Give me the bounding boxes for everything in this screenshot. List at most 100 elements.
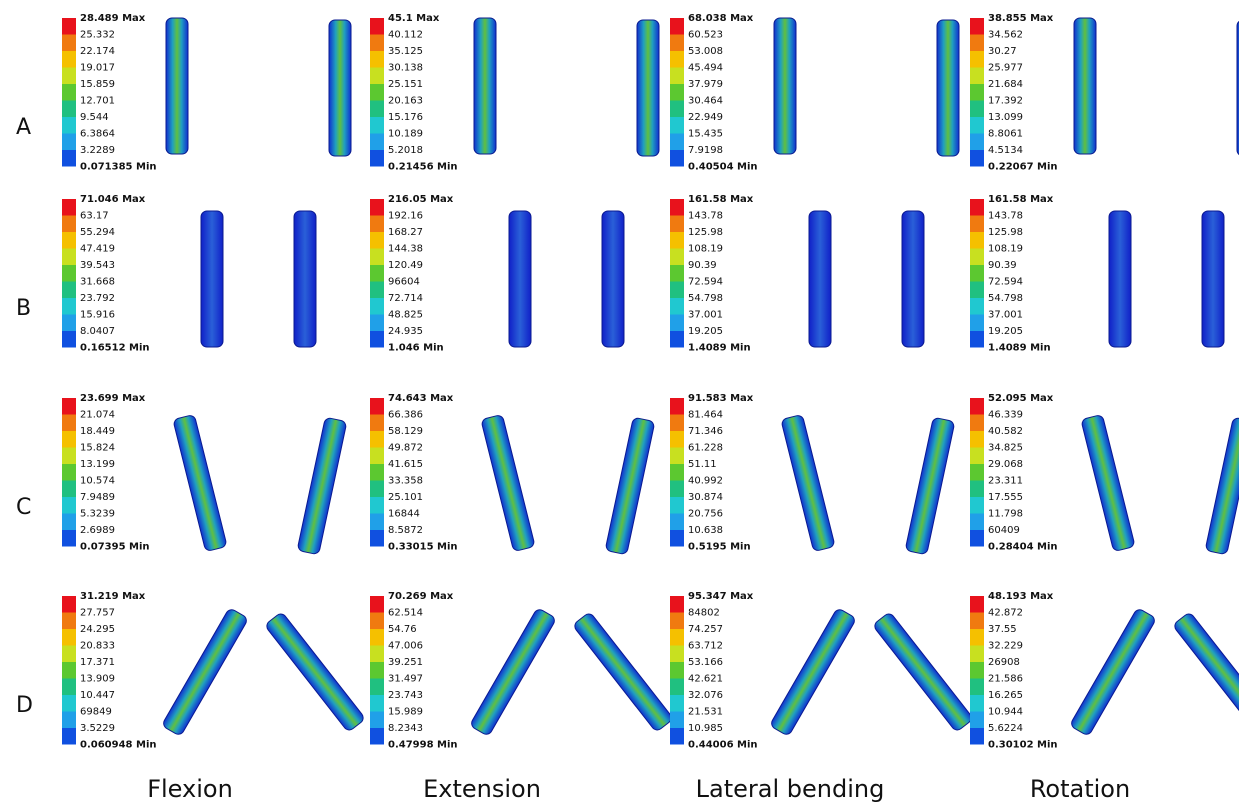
- legend-swatch: [62, 514, 76, 531]
- rod: [297, 417, 347, 555]
- legend-label: 0.40504 Min: [688, 162, 758, 173]
- legend-label: 63.17: [80, 211, 109, 222]
- legend-label: 24.935: [388, 326, 423, 337]
- legend-label: 47.419: [80, 244, 115, 255]
- legend-swatch: [62, 265, 76, 282]
- legend-label: 63.712: [688, 641, 723, 652]
- legend-label: 42.872: [988, 608, 1023, 619]
- legend-label: 32.076: [688, 690, 723, 701]
- row-label: D: [16, 693, 33, 718]
- legend-swatch: [370, 398, 384, 415]
- legend-label: 8.8061: [988, 129, 1023, 140]
- legend-label: 60409: [988, 525, 1020, 536]
- column-title: Lateral bending: [696, 775, 885, 803]
- legend-swatch: [62, 431, 76, 448]
- legend-label: 69849: [80, 707, 112, 718]
- legend-swatch: [970, 101, 984, 118]
- rod: [872, 612, 973, 733]
- legend-label: 81.464: [688, 410, 723, 421]
- legend-swatch: [970, 481, 984, 498]
- legend-label: 5.2018: [388, 145, 423, 156]
- legend-swatch: [370, 51, 384, 68]
- legend-swatch: [62, 629, 76, 646]
- legend-swatch: [670, 249, 684, 266]
- legend-label: 0.22067 Min: [988, 162, 1058, 173]
- legend-label: 23.792: [80, 293, 115, 304]
- legend-label: 45.1 Max: [388, 13, 440, 24]
- legend-swatch: [62, 530, 76, 547]
- legend-swatch: [970, 249, 984, 266]
- legend-label: 70.269 Max: [388, 591, 454, 602]
- legend-label: 21.586: [988, 674, 1023, 685]
- legend-swatch: [670, 728, 684, 745]
- legend-label: 68.038 Max: [688, 13, 754, 24]
- legend-swatch: [62, 448, 76, 465]
- legend-swatch: [670, 481, 684, 498]
- legend-swatch: [370, 68, 384, 85]
- legend-swatch: [670, 298, 684, 315]
- legend-label: 28.489 Max: [80, 13, 146, 24]
- legend-swatch: [970, 629, 984, 646]
- legend-swatch: [970, 415, 984, 432]
- legend-swatch: [370, 298, 384, 315]
- legend-label: 17.371: [80, 657, 115, 668]
- legend-swatch: [670, 530, 684, 547]
- legend-swatch: [970, 448, 984, 465]
- legend-swatch: [62, 613, 76, 630]
- legend-swatch: [970, 298, 984, 315]
- legend-swatch: [970, 331, 984, 348]
- legend-swatch: [970, 596, 984, 613]
- legend-label: 168.27: [388, 227, 423, 238]
- legend-label: 30.27: [988, 46, 1017, 57]
- legend-label: 161.58 Max: [988, 194, 1054, 205]
- legend-label: 39.251: [388, 657, 423, 668]
- rod: [173, 414, 227, 551]
- legend-swatch: [970, 315, 984, 332]
- legend-swatch: [62, 249, 76, 266]
- legend-label: 51.11: [688, 459, 717, 470]
- legend-swatch: [970, 398, 984, 415]
- legend-label: 18.449: [80, 426, 115, 437]
- legend-swatch: [670, 216, 684, 233]
- legend-swatch: [62, 18, 76, 35]
- legend-swatch: [670, 150, 684, 167]
- rod: [469, 608, 556, 737]
- legend-swatch: [970, 51, 984, 68]
- legend-label: 10.985: [688, 723, 723, 734]
- rod: [1074, 18, 1096, 154]
- legend-label: 3.2289: [80, 145, 115, 156]
- legend-swatch: [62, 68, 76, 85]
- legend-swatch: [970, 232, 984, 249]
- legend-label: 0.21456 Min: [388, 162, 458, 173]
- legend-swatch: [370, 662, 384, 679]
- legend-label: 20.756: [688, 509, 723, 520]
- rod: [769, 608, 856, 737]
- legend-label: 13.909: [80, 674, 115, 685]
- legend-label: 39.543: [80, 260, 115, 271]
- legend-label: 15.916: [80, 310, 115, 321]
- legend-label: 40.112: [388, 30, 423, 41]
- legend-swatch: [670, 331, 684, 348]
- legend-label: 37.001: [688, 310, 723, 321]
- legend-swatch: [670, 629, 684, 646]
- legend-label: 0.16512 Min: [80, 343, 150, 354]
- legend-label: 3.5229: [80, 723, 115, 734]
- legend-swatch: [970, 150, 984, 167]
- legend-swatch: [62, 315, 76, 332]
- legend-swatch: [370, 101, 384, 118]
- column-title: Rotation: [1030, 775, 1130, 803]
- legend-label: 27.757: [80, 608, 115, 619]
- rod: [481, 414, 535, 551]
- legend-swatch: [62, 679, 76, 696]
- legend-swatch: [62, 497, 76, 514]
- legend-swatch: [370, 150, 384, 167]
- legend-label: 32.229: [988, 641, 1023, 652]
- legend-label: 143.78: [688, 211, 723, 222]
- legend-label: 11.798: [988, 509, 1023, 520]
- legend-label: 23.699 Max: [80, 393, 146, 404]
- legend-label: 8.2343: [388, 723, 423, 734]
- legend-swatch: [62, 728, 76, 745]
- legend-label: 10.944: [988, 707, 1023, 718]
- legend-swatch: [970, 431, 984, 448]
- legend-swatch: [670, 497, 684, 514]
